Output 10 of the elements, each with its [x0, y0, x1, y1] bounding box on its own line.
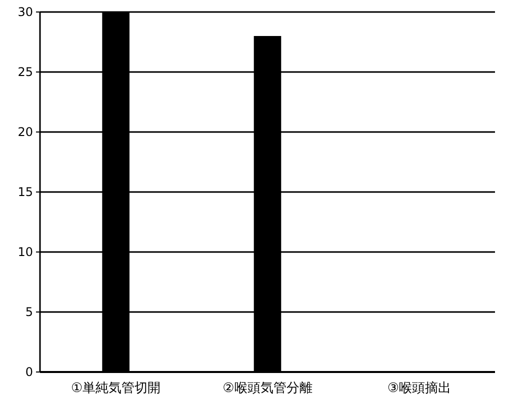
y-tick-label: 20	[18, 125, 33, 139]
x-tick-label: ③喉頭摘出	[387, 381, 451, 396]
y-tick-label: 5	[25, 305, 33, 319]
x-tick-label: ①単純気管切開	[71, 381, 161, 396]
y-tick-label: 10	[18, 245, 33, 259]
x-tick-label: ②喉頭気管分離	[222, 381, 312, 396]
y-tick-label: 0	[25, 365, 33, 379]
y-tick-label: 25	[18, 65, 33, 79]
y-tick-label: 15	[18, 185, 33, 199]
y-tick-label: 30	[18, 5, 33, 19]
